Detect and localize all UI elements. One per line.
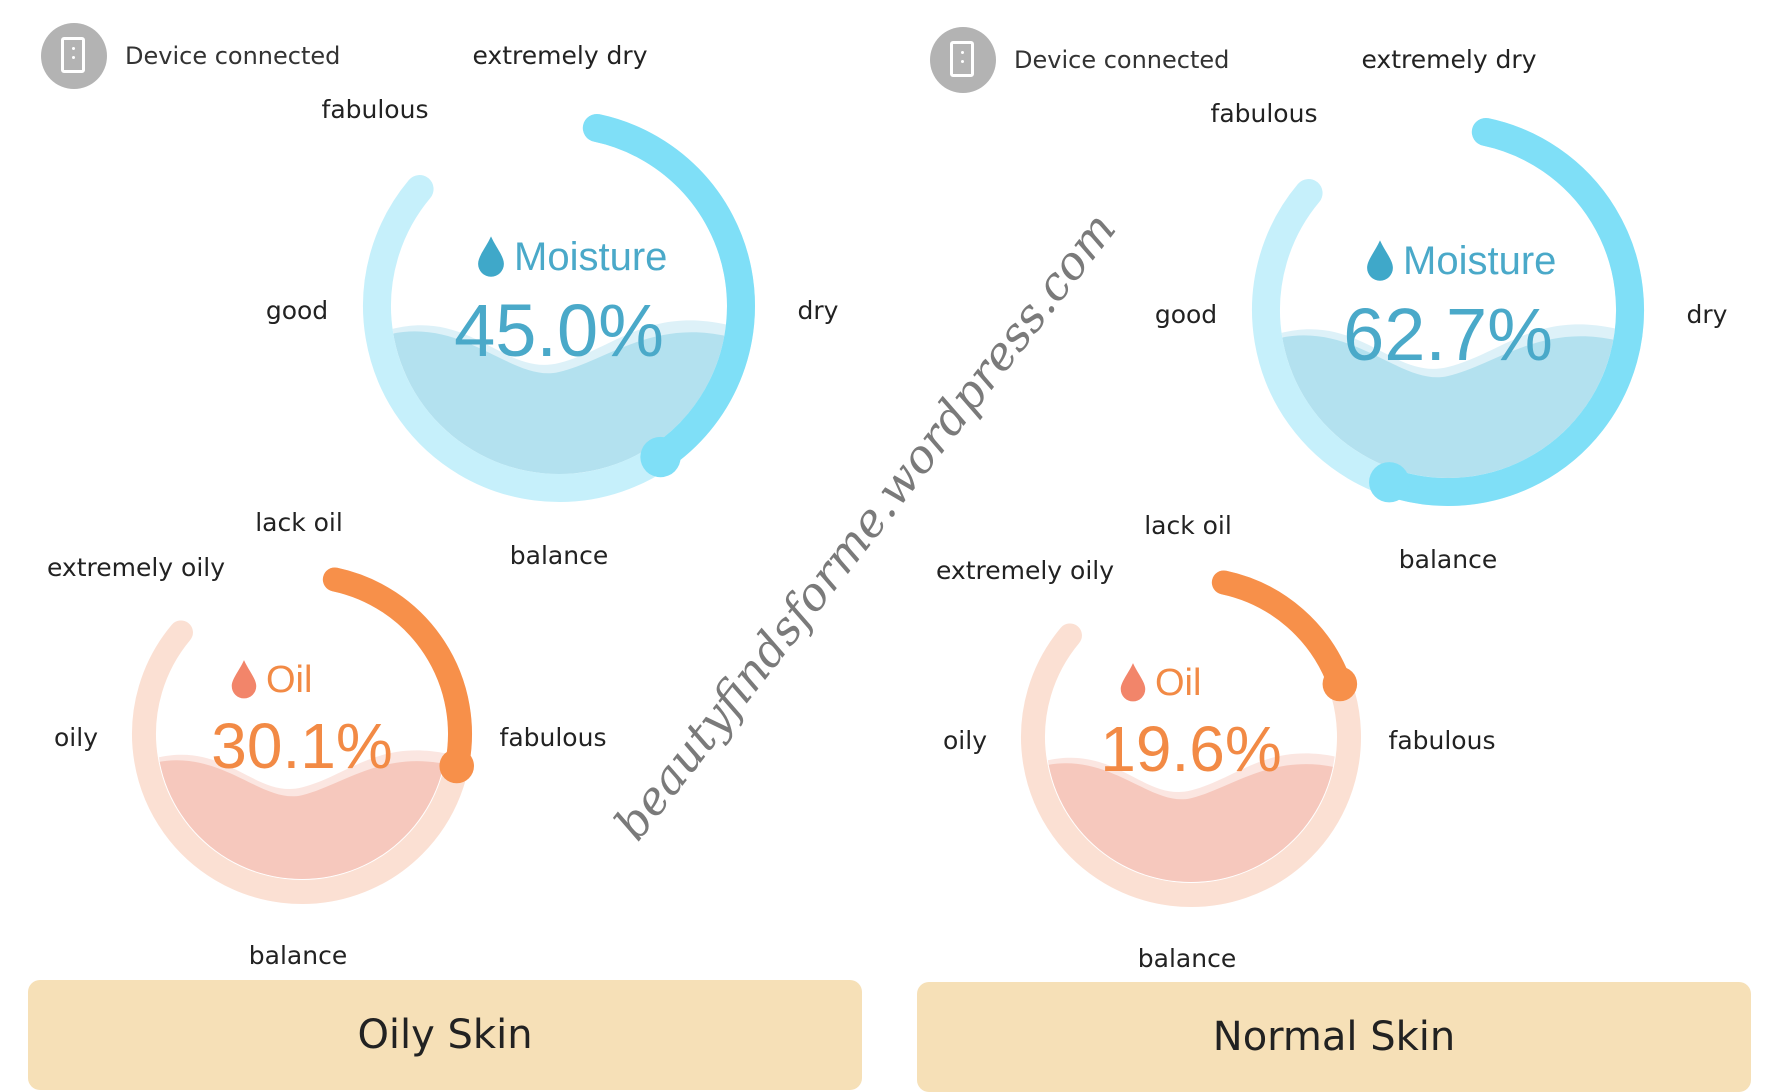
device-status: Device connected (41, 23, 340, 89)
moisture-title: Moisture (514, 235, 667, 279)
oil-level-knob (439, 748, 474, 784)
oil-label-right: fabulous (499, 723, 607, 752)
result-panel-right: Device connected Moisture 62.7% extremely… (889, 0, 1778, 1092)
oil-level-arc (322, 567, 472, 779)
device-status-label: Device connected (1014, 46, 1230, 74)
moisture-gauge: Moisture 62.7% (1252, 117, 1645, 506)
water-drop-icon (478, 236, 504, 277)
moisture-label-bottom: balance (509, 541, 609, 570)
oil-label-upper-left: extremely oily (46, 553, 226, 582)
moisture-value: 45.0% (454, 289, 664, 372)
oil-level-arc (1211, 570, 1352, 697)
moisture-level-knob (1369, 462, 1410, 503)
oil-value: 30.1% (211, 710, 392, 782)
moisture-level-knob (640, 436, 681, 478)
oil-label-top: lack oil (1144, 511, 1232, 540)
moisture-label-upper-left: fabulous (1210, 99, 1318, 128)
device-status-label: Device connected (125, 42, 341, 70)
moisture-label-bottom: balance (1398, 545, 1498, 574)
oil-value: 19.6% (1100, 713, 1281, 785)
phone-icon (41, 23, 107, 89)
oil-label-bottom: balance (1137, 944, 1237, 973)
oil-label-top: lack oil (255, 508, 343, 537)
skin-type-result: Normal Skin (917, 982, 1751, 1092)
oil-gauge: Oil 19.6% (1021, 570, 1361, 907)
moisture-gauge: Moisture 45.0% (363, 113, 755, 502)
skin-type-label: Oily Skin (357, 1012, 533, 1058)
device-status: Device connected (930, 27, 1229, 93)
oil-drop-icon (231, 660, 257, 699)
oil-drop-icon (1120, 663, 1146, 702)
moisture-level-arc (1375, 117, 1645, 506)
moisture-label-top: extremely dry (472, 41, 648, 70)
moisture-label-right: dry (1686, 300, 1728, 329)
oil-label-right: fabulous (1388, 726, 1496, 755)
phone-icon (930, 27, 996, 93)
result-panel-left: Device connected Moisture 45.0% extremely… (0, 0, 889, 1090)
moisture-label-left: good (1154, 300, 1218, 329)
oil-title: Oil (266, 659, 312, 701)
oil-label-bottom: balance (248, 941, 348, 970)
moisture-level-arc (582, 113, 755, 472)
moisture-label-left: good (265, 296, 329, 325)
oil-title: Oil (1155, 662, 1201, 704)
moisture-label-right: dry (797, 296, 839, 325)
oil-label-left: oily (54, 723, 98, 752)
skin-type-label: Normal Skin (1212, 1014, 1456, 1060)
oil-gauge: Oil 30.1% (132, 567, 474, 904)
oil-label-left: oily (943, 726, 987, 755)
moisture-value: 62.7% (1343, 293, 1553, 376)
moisture-title: Moisture (1403, 239, 1556, 283)
oil-level-knob (1322, 666, 1358, 702)
oil-label-upper-left: extremely oily (935, 556, 1115, 585)
skin-type-result: Oily Skin (28, 980, 862, 1090)
moisture-label-top: extremely dry (1361, 45, 1537, 74)
moisture-label-upper-left: fabulous (321, 95, 429, 124)
water-drop-icon (1367, 240, 1393, 281)
